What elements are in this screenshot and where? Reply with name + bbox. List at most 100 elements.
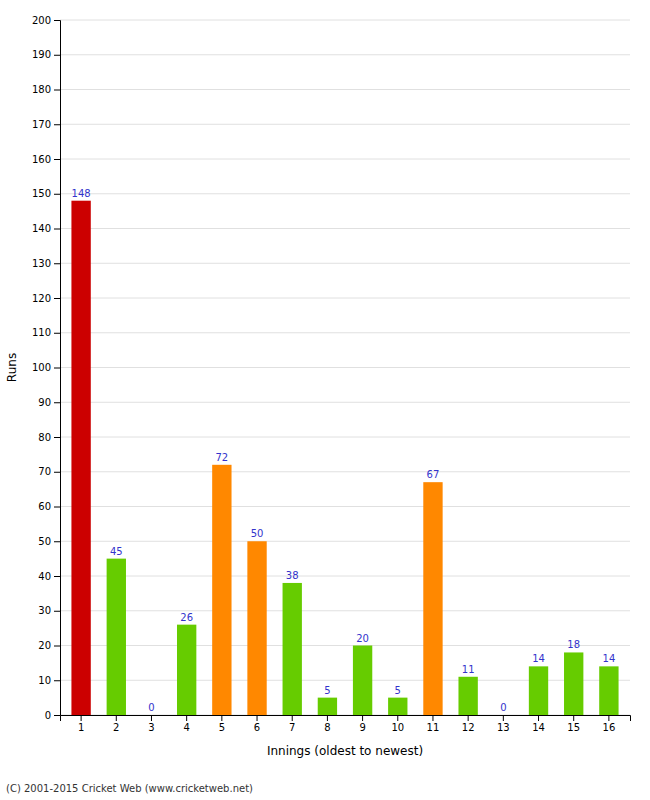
x-tick-mark — [573, 715, 574, 721]
x-tick-mark — [503, 715, 504, 721]
y-tick-label: 60 — [38, 501, 51, 512]
x-tick-mark — [221, 715, 222, 721]
x-axis: 12345678910111213141516 — [61, 715, 631, 733]
y-tick: 100 — [32, 362, 60, 373]
y-tick-label: 30 — [38, 605, 51, 616]
x-tick-label: 3 — [148, 722, 154, 733]
x-tick-label: 14 — [532, 722, 545, 733]
y-tick-label: 40 — [38, 571, 51, 582]
grid-line — [60, 541, 630, 542]
x-tick-mark — [397, 715, 398, 721]
grid-line — [60, 298, 630, 299]
x-tick-mark — [116, 715, 117, 721]
y-tick-label: 50 — [38, 536, 51, 547]
data-label: 45 — [110, 546, 123, 557]
grid-line — [60, 367, 630, 368]
y-tick-mark — [54, 90, 60, 91]
x-tick-label: 4 — [183, 722, 189, 733]
y-tick: 60 — [38, 501, 60, 512]
data-label: 5 — [324, 685, 330, 696]
x-tick-mark — [186, 715, 187, 721]
data-label: 38 — [286, 570, 299, 581]
annotation: (C) 2001-2015 Cricket Web (www.cricketwe… — [6, 783, 253, 794]
data-label: 50 — [251, 528, 264, 539]
x-tick: 9 — [359, 715, 365, 733]
bar — [318, 698, 337, 715]
y-tick-label: 190 — [32, 49, 51, 60]
grid-line — [60, 228, 630, 229]
data-label: 14 — [603, 653, 616, 664]
data-label: 72 — [215, 452, 228, 463]
x-tick-label: 12 — [462, 722, 475, 733]
y-tick-label: 100 — [32, 362, 51, 373]
bar — [71, 201, 90, 715]
y-tick: 170 — [32, 119, 60, 130]
x-tick-label: 8 — [324, 722, 330, 733]
data-label: 67 — [427, 469, 440, 480]
y-tick: 120 — [32, 293, 60, 304]
bar — [353, 646, 372, 716]
y-tick: 150 — [32, 188, 60, 199]
grid-line — [60, 332, 630, 333]
y-tick-label: 80 — [38, 432, 51, 443]
x-tick: 7 — [289, 715, 295, 733]
data-label: 11 — [462, 664, 475, 675]
y-tick-mark — [54, 333, 60, 334]
y-tick-mark — [54, 646, 60, 647]
y-tick-mark — [54, 194, 60, 195]
x-tick-mark — [538, 715, 539, 721]
data-labels: 14845026725038520567110141814 — [72, 188, 616, 713]
x-tick-mark — [327, 715, 328, 721]
y-tick: 200 — [32, 15, 60, 26]
data-label: 148 — [72, 188, 91, 199]
y-tick-label: 90 — [38, 397, 51, 408]
grid-line — [60, 645, 630, 646]
y-tick: 190 — [32, 49, 60, 60]
y-tick: 90 — [38, 397, 60, 408]
y-tick-mark — [54, 368, 60, 369]
y-tick-mark — [54, 20, 60, 21]
y-tick-label: 110 — [32, 327, 51, 338]
x-tick-label: 9 — [359, 722, 365, 733]
grid-line — [60, 437, 630, 438]
x-tick: 12 — [462, 715, 475, 733]
y-tick-mark — [54, 507, 60, 508]
data-label: 18 — [567, 639, 580, 650]
bar — [529, 666, 548, 715]
x-tick-label: 15 — [567, 722, 580, 733]
grid-line — [60, 124, 630, 125]
y-tick: 140 — [32, 223, 60, 234]
bar — [494, 715, 513, 716]
grid-line — [60, 471, 630, 472]
y-tick: 10 — [38, 675, 60, 686]
data-label: 20 — [356, 633, 369, 644]
grid-line — [60, 506, 630, 507]
bars — [71, 201, 618, 715]
x-tick-mark — [468, 715, 469, 721]
bar — [107, 559, 126, 715]
data-label: 26 — [180, 612, 193, 623]
y-tick: 180 — [32, 84, 60, 95]
grid-line — [60, 610, 630, 611]
x-tick: 1 — [78, 715, 84, 733]
x-tick-mark — [292, 715, 293, 721]
x-tick: 14 — [532, 715, 545, 733]
x-tick: 10 — [391, 715, 404, 733]
y-axis-title: Runs — [5, 353, 19, 382]
y-tick-mark — [54, 159, 60, 160]
x-tick: 4 — [183, 715, 189, 733]
x-tick-mark — [432, 715, 433, 721]
y-tick: 50 — [38, 536, 60, 547]
x-tick: 11 — [427, 715, 440, 733]
x-tick: 16 — [603, 715, 616, 733]
x-tick: 3 — [148, 715, 154, 733]
y-tick-mark — [54, 611, 60, 612]
y-tick-mark — [54, 402, 60, 403]
x-tick-label: 2 — [113, 722, 119, 733]
x-tick: 15 — [567, 715, 580, 733]
chart: 1234567891011121314151601020304050607080… — [0, 0, 650, 800]
x-tick-label: 5 — [219, 722, 225, 733]
x-tick: 13 — [497, 715, 510, 733]
grid-line — [60, 193, 630, 194]
y-tick-label: 170 — [32, 119, 51, 130]
